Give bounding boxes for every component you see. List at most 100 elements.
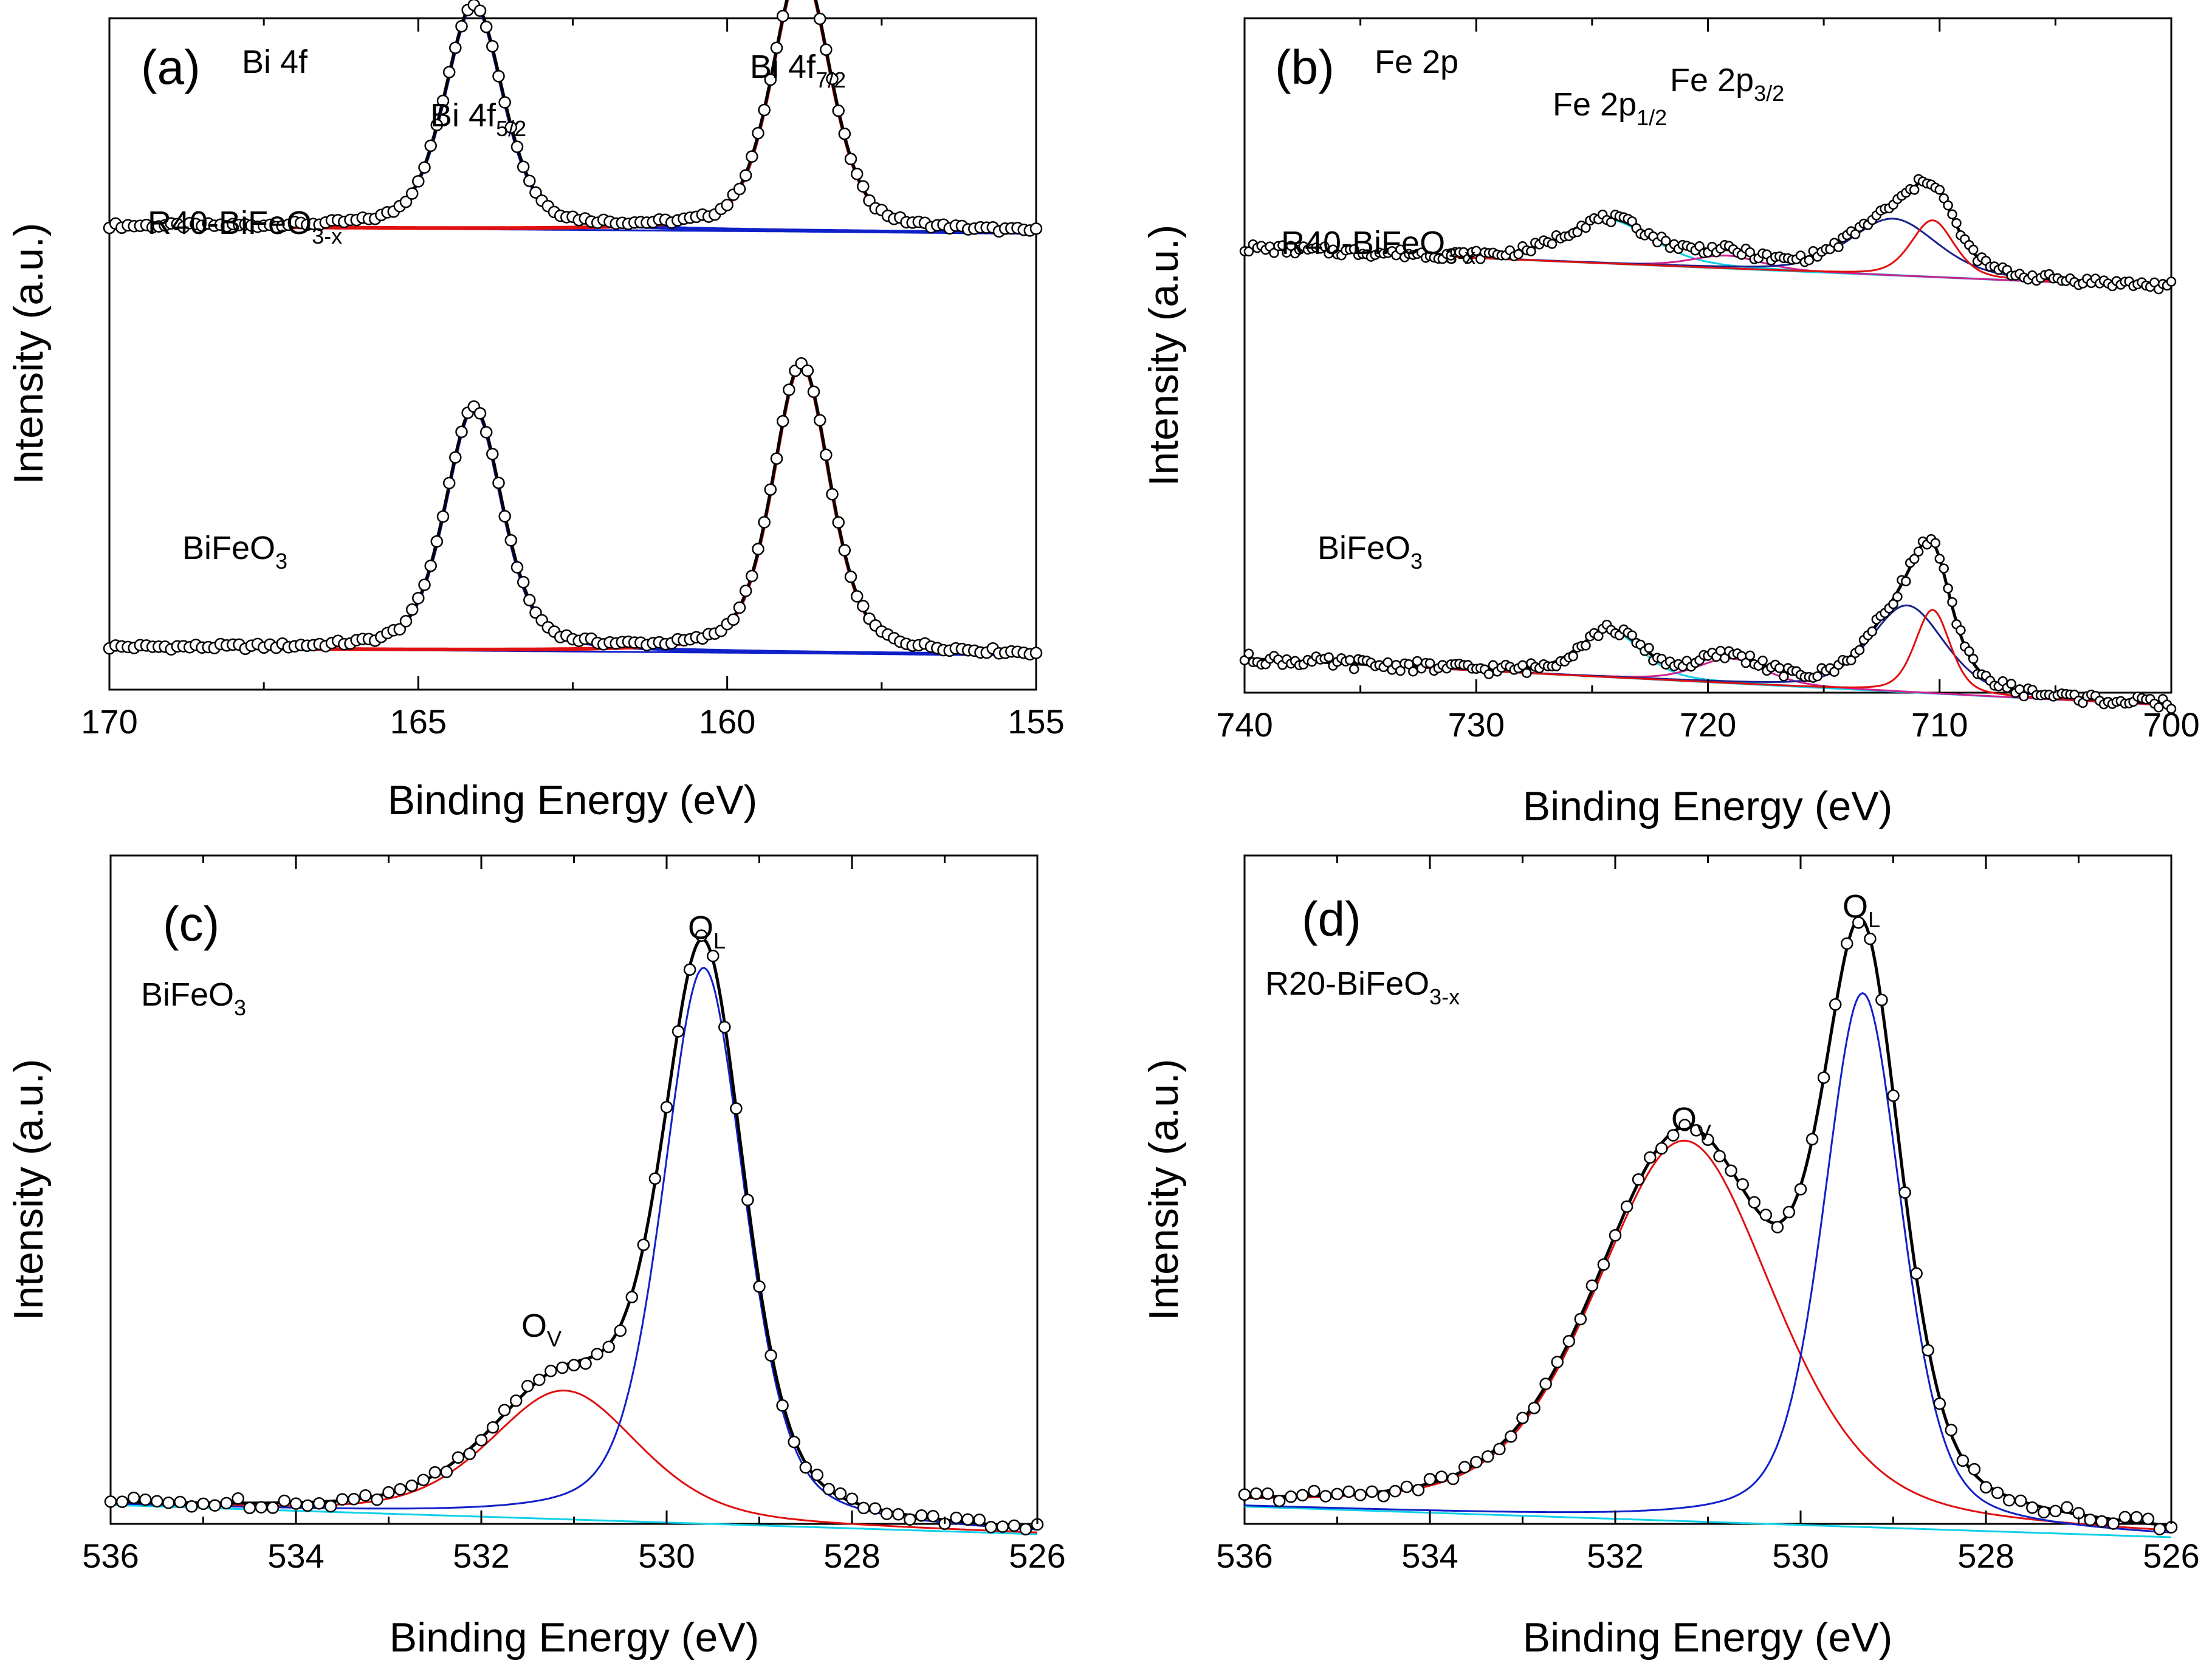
data-point [1408, 666, 1418, 677]
panel-a-bi4f: 170 165 160 155 (a) Bi 4f Bi 4f5/2 Bi 4f7/2… [5, 0, 1065, 823]
x-tick-label: 700 [2143, 705, 2199, 744]
data-point [1852, 916, 1865, 929]
data-point [1551, 1356, 1564, 1368]
data-point [449, 41, 462, 54]
data-point [1324, 652, 1334, 662]
data-point [324, 1500, 337, 1513]
data-point [312, 1497, 326, 1510]
data-point [1269, 248, 1279, 258]
data-point [1597, 1258, 1610, 1271]
data-point [764, 483, 777, 496]
data-point [1888, 598, 1898, 609]
data-point [1694, 241, 1705, 252]
data-point [832, 104, 845, 117]
data-point [405, 603, 419, 616]
data-point [807, 385, 820, 399]
data-point [857, 1501, 870, 1515]
x-axis-ticks: 740 730 720 710 700 [1216, 18, 2200, 744]
data-point [1562, 1335, 1576, 1348]
data-point [1243, 648, 1254, 659]
data-point [880, 1507, 893, 1520]
data-point [1516, 1411, 1529, 1424]
data-point [776, 414, 789, 428]
data-point [104, 1495, 117, 1508]
data-point [301, 1499, 314, 1512]
data-point [523, 594, 536, 606]
data-point [498, 510, 511, 523]
data-point [1660, 236, 1671, 246]
x-tick-label: 526 [2143, 1537, 2199, 1575]
data-point [2153, 1523, 2166, 1535]
data-point [2166, 276, 2177, 287]
data-point [1782, 1205, 1796, 1219]
x-axis-label: Binding Energy (eV) [1523, 1614, 1893, 1661]
panel-c-o1s-bifeo3: 536 534 532 530 528 526 (c) BiFeO3 OV OL Bind… [5, 854, 1066, 1661]
peak-label-ov: OV [1671, 1101, 1711, 1145]
x-tick-label: 170 [81, 702, 137, 741]
data-point [1404, 659, 1414, 670]
data-point [2019, 691, 2029, 702]
data-point [523, 174, 536, 187]
data-point [1817, 1071, 1830, 1084]
data-point [892, 1508, 905, 1521]
data-point [1620, 1200, 1633, 1213]
data-point [739, 585, 752, 597]
panel-d-o1s-r20: 536 534 532 530 528 526 (d) R20-BiFeO3-x OV O… [1141, 854, 2200, 1661]
data-point [1632, 1173, 1645, 1186]
data-point [850, 590, 864, 603]
sample-label-bifeo3: BiFeO3 [1317, 530, 1423, 574]
data-point [1019, 1523, 1032, 1535]
data-point [799, 1461, 812, 1474]
data-point [1736, 1178, 1749, 1191]
data-point [904, 1513, 916, 1526]
data-point [764, 73, 777, 86]
data-point [721, 199, 733, 211]
data-point [1909, 185, 1920, 195]
data-point [255, 1501, 268, 1514]
data-point [1285, 1490, 1297, 1503]
data-point [1887, 1089, 1900, 1102]
data-point [510, 561, 524, 574]
panel-tag: (c) [163, 897, 219, 951]
y-axis-label: Intensity (a.u.) [1141, 1059, 1187, 1321]
data-point [1812, 671, 1822, 682]
data-point [399, 195, 413, 208]
data-point [418, 578, 431, 591]
data-point [1627, 630, 1637, 640]
data-point [475, 1433, 488, 1447]
data-point [568, 1359, 580, 1371]
data-point [1757, 655, 1768, 666]
data-point [1400, 1480, 1413, 1494]
data-point [857, 180, 870, 193]
data-point [857, 600, 870, 612]
data-point [1345, 655, 1355, 665]
data-point [2049, 1504, 2062, 1518]
data-point [1365, 1485, 1378, 1498]
data-point [1951, 218, 1962, 228]
data-point [739, 169, 752, 182]
data-point [1667, 1129, 1680, 1142]
data-point [1389, 1484, 1402, 1498]
data-point [730, 1102, 743, 1115]
data-point [424, 139, 437, 153]
data-point [1493, 1442, 1506, 1456]
data-point [442, 476, 456, 490]
data-point [1342, 1485, 1355, 1498]
data-point [845, 1492, 859, 1505]
x-tick-label: 528 [1957, 1537, 2014, 1575]
y-axis-label: Intensity (a.u.) [5, 1059, 52, 1321]
data-point [770, 452, 783, 465]
data-point [868, 1502, 882, 1515]
data-point [1719, 653, 1730, 664]
sample-label-bifeo3: BiFeO3 [182, 530, 287, 574]
data-point [428, 1466, 442, 1479]
region-label: Bi 4f [242, 44, 308, 80]
data-point [412, 592, 425, 605]
panel-tag: (b) [1275, 40, 1334, 94]
fit-envelope [109, 0, 1037, 233]
data-point [1779, 671, 1789, 682]
peak-label-ov: OV [521, 1308, 562, 1351]
data-point [683, 963, 696, 976]
data-point [556, 1361, 569, 1374]
data-point [1470, 1455, 1483, 1469]
